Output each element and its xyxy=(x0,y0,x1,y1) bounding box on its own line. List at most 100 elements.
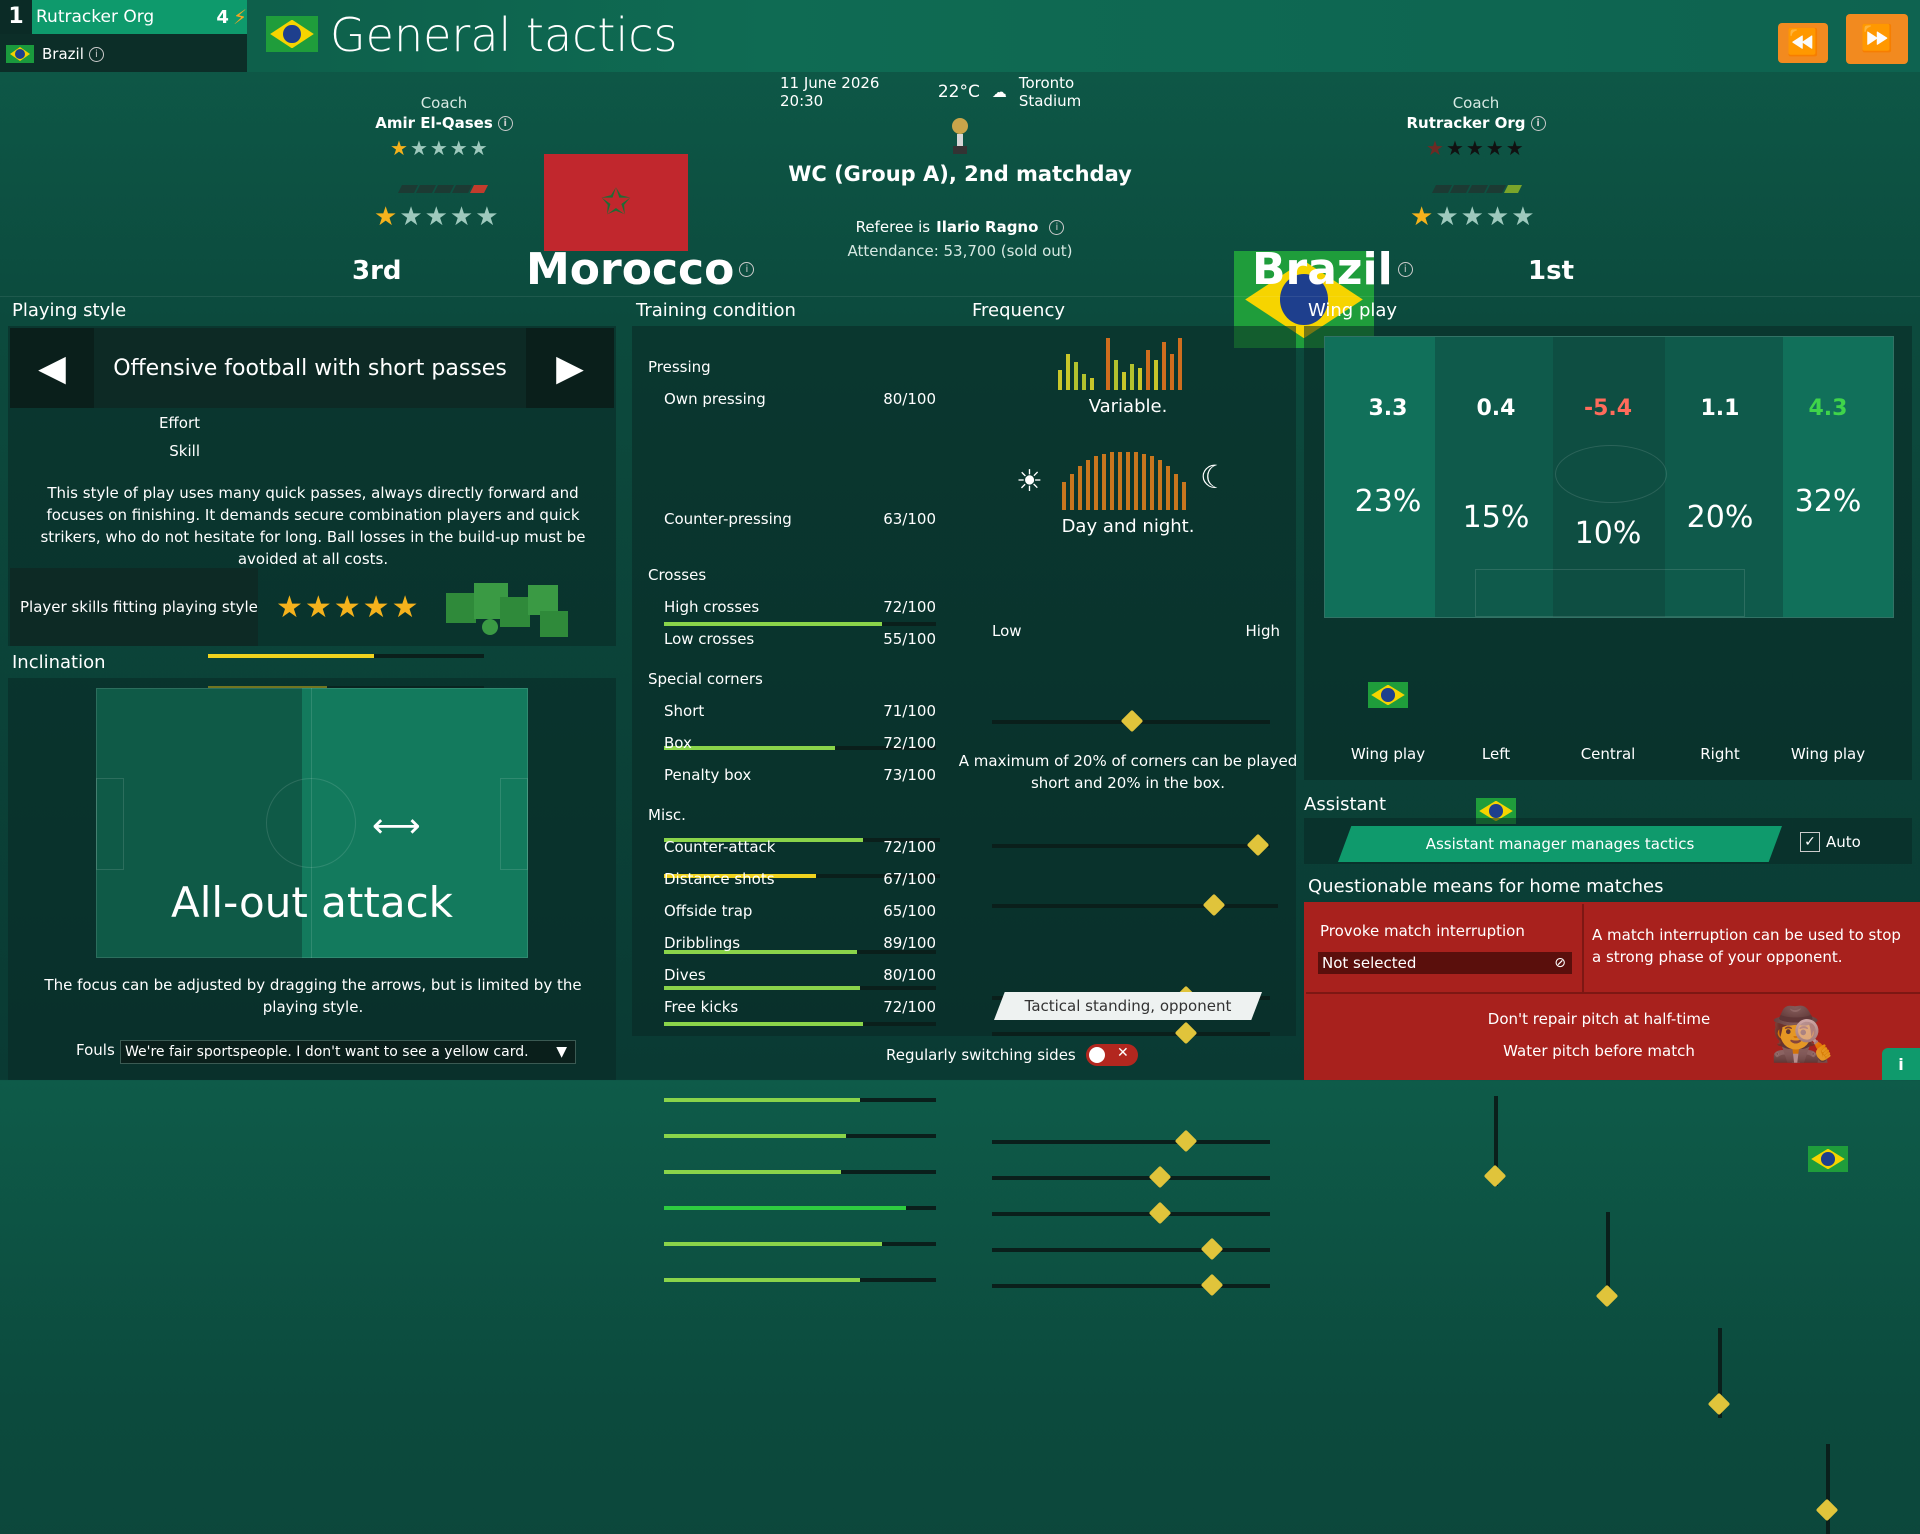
high-crosses-bar xyxy=(664,838,940,842)
away-coach-label: Coach xyxy=(1452,94,1500,112)
home-team-row: Morocco i xyxy=(526,244,755,295)
info-icon[interactable]: i xyxy=(497,115,513,131)
brazil-flag-icon xyxy=(6,45,34,63)
info-icon[interactable]: i xyxy=(1049,219,1065,235)
playing-style-description: This style of play uses many quick passe… xyxy=(40,484,586,568)
distance-shots-bar xyxy=(664,1134,936,1138)
playing-style-selector: ◀ Offensive football with short passes ▶ xyxy=(10,328,614,408)
counter-attack-bar xyxy=(664,1098,936,1102)
box-corners-value: 72/100 xyxy=(883,734,936,752)
variable-slider[interactable] xyxy=(992,709,1270,733)
tactical-standing-button[interactable]: Tactical standing, opponent xyxy=(994,992,1262,1020)
pitch-repair-option[interactable]: Don't repair pitch at half-time xyxy=(1487,1010,1711,1028)
inclination-note: The focus can be adjusted by dragging th… xyxy=(44,976,582,1016)
assistant-heading: Assistant xyxy=(1304,794,1386,815)
box-corners-slider[interactable] xyxy=(992,1021,1270,1045)
home-team-rating: ★★★★★ xyxy=(374,202,501,232)
box-corners-label: Box xyxy=(664,734,692,752)
info-icon[interactable]: i xyxy=(1530,115,1546,131)
penalty-box-bar xyxy=(664,1022,936,1026)
info-icon[interactable]: i xyxy=(739,262,755,277)
dives-slider[interactable] xyxy=(992,1273,1270,1297)
offside-trap-slider[interactable] xyxy=(992,1201,1270,1225)
dribblings-label: Dribblings xyxy=(664,934,741,952)
dives-value: 80/100 xyxy=(883,966,936,984)
training-heading: Training condition xyxy=(636,300,796,321)
rewind-button[interactable]: ⏪ xyxy=(1778,23,1828,63)
own-pressing-label: Own pressing xyxy=(664,390,766,408)
continue-button[interactable]: ⏩ xyxy=(1846,14,1908,64)
switch-sides-toggle[interactable]: ✕ xyxy=(1085,1044,1138,1066)
high-crosses-fill xyxy=(664,838,863,842)
wing-play-rating: 4.3 xyxy=(1808,396,1848,421)
short-corners-fill xyxy=(664,950,858,954)
trophy-icon xyxy=(950,116,970,156)
low-label: Low xyxy=(992,622,1022,640)
wing-play-slider[interactable] xyxy=(1483,1096,1507,1188)
home-coach-rating: ★★★★★ xyxy=(390,136,490,160)
slider-handle[interactable] xyxy=(1815,1498,1839,1522)
fouls-label: Fouls xyxy=(76,1041,115,1059)
manager-summary[interactable]: 1 Rutracker Org 4 ⚡ xyxy=(0,0,247,34)
auto-checkbox-row[interactable]: ✓ Auto xyxy=(1800,832,1861,852)
previous-style-button[interactable]: ◀ xyxy=(10,328,94,408)
slider-handle[interactable] xyxy=(1707,1392,1731,1416)
assistant-manages-button[interactable]: Assistant manager manages tactics xyxy=(1338,826,1782,862)
inclination-pitch[interactable]: ⟷ All-out attack xyxy=(96,688,528,958)
water-pitch-option[interactable]: Water pitch before match xyxy=(1503,1042,1695,1060)
home-coach-name: Amir El-Qases xyxy=(375,114,493,132)
provoke-select[interactable]: Not selected ⊘ xyxy=(1318,952,1572,974)
page-title: General tactics xyxy=(330,8,678,62)
skills-fit-row: Player skills fitting playing style ★★★★… xyxy=(10,568,614,646)
slider-handle[interactable] xyxy=(1148,1165,1172,1189)
switch-sides-row: Regularly switching sides ✕ xyxy=(886,1044,1138,1066)
dribblings-slider[interactable] xyxy=(992,1237,1270,1261)
day-night-label: Day and night. xyxy=(1061,516,1195,537)
wing-play-slider[interactable] xyxy=(1595,1212,1619,1308)
free-kicks-fill xyxy=(664,1278,860,1282)
referee-row: Referee is Ilario Ragno i xyxy=(760,218,1160,236)
sun-icon: ☀ xyxy=(1016,464,1043,499)
counter-attack-slider[interactable] xyxy=(992,1129,1270,1153)
counter-pressing-value: 63/100 xyxy=(883,510,936,528)
toggle-knob xyxy=(1088,1047,1105,1063)
brazil-flag-icon xyxy=(1368,682,1408,708)
slider-handle[interactable] xyxy=(1148,1201,1172,1225)
slider-handle[interactable] xyxy=(1174,1129,1198,1153)
center-circle xyxy=(266,778,356,868)
wing-play-slider[interactable] xyxy=(1707,1328,1731,1418)
slider-handle[interactable] xyxy=(1483,1164,1507,1188)
pressing-title: Pressing xyxy=(648,358,711,376)
drag-arrows-icon[interactable]: ⟷ xyxy=(372,806,421,846)
right-wing-zone xyxy=(1783,337,1893,617)
away-team-rating: ★★★★★ xyxy=(1410,202,1537,232)
high-label: High xyxy=(1245,622,1280,640)
next-style-button[interactable]: ▶ xyxy=(526,328,614,408)
info-icon[interactable]: i xyxy=(1882,1048,1920,1080)
dives-bar xyxy=(664,1242,936,1246)
brazil-flag-icon xyxy=(1808,1146,1848,1172)
free-kicks-label: Free kicks xyxy=(664,998,739,1016)
manager-box[interactable]: 1 Rutracker Org 4 ⚡ Brazil i xyxy=(0,0,247,72)
low-crosses-bar xyxy=(664,874,940,878)
slider-handle[interactable] xyxy=(1595,1284,1619,1308)
away-team-row: Brazil i xyxy=(1252,244,1413,295)
short-corners-bar xyxy=(664,950,936,954)
away-rank: 1st xyxy=(1528,256,1574,286)
low-crosses-value: 55/100 xyxy=(883,630,936,648)
referee-name: Ilario Ragno xyxy=(936,218,1039,236)
day-night-slider[interactable] xyxy=(992,833,1270,857)
box-corners-bar xyxy=(664,986,936,990)
distance-shots-slider[interactable] xyxy=(992,1165,1270,1189)
moon-icon: ☾ xyxy=(1200,458,1229,496)
wing-play-slider[interactable] xyxy=(1815,1444,1839,1534)
slider-handle[interactable] xyxy=(1200,1237,1224,1261)
auto-checkbox[interactable]: ✓ xyxy=(1800,832,1820,852)
fouls-select[interactable]: We're fair sportspeople. I don't want to… xyxy=(120,1040,576,1064)
crosses-ratio-slider[interactable] xyxy=(992,893,1278,917)
info-icon[interactable]: i xyxy=(1397,262,1413,277)
competition: WC (Group A), 2nd matchday xyxy=(788,162,1132,186)
slider-handle[interactable] xyxy=(1200,1273,1224,1297)
frequency-heading: Frequency xyxy=(972,300,1065,321)
info-icon[interactable]: i xyxy=(88,46,104,62)
